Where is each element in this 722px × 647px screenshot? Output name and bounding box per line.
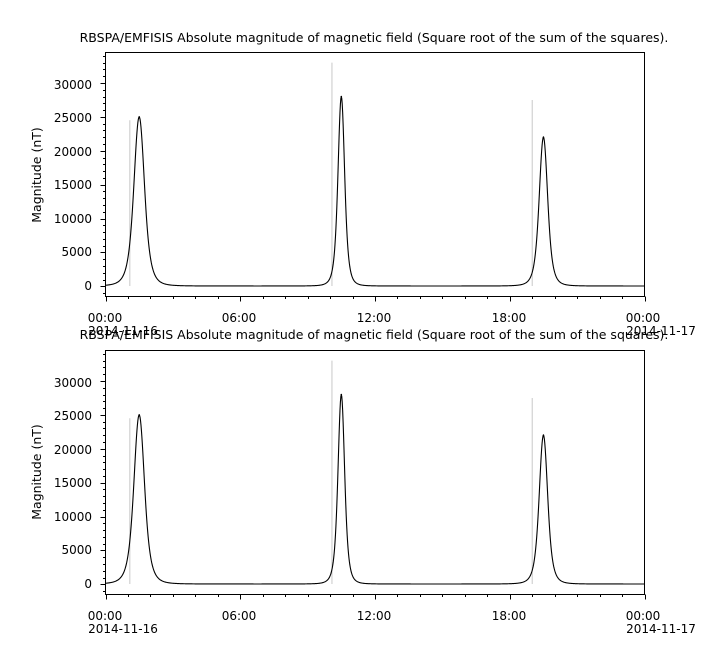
x-date-labels: 2014-11-16 2014-11-17 xyxy=(88,622,696,636)
chart-title: RBSPA/EMFISIS Absolute magnitude of magn… xyxy=(80,30,669,45)
x-date-label: 2014-11-16 xyxy=(88,622,158,636)
x-date-labels: 2014-11-16 2014-11-17 xyxy=(88,324,696,338)
x-date-label: 2014-11-17 xyxy=(626,324,696,338)
y-tick-labels: 0 5000 10000 15000 20000 25000 30000 xyxy=(54,78,92,293)
y-tick-label: 30000 xyxy=(54,376,92,390)
x-tick-label: 18:00 xyxy=(492,311,527,325)
y-tick-label: 10000 xyxy=(54,510,92,524)
y-axis-label: Magnitude (nT) xyxy=(29,127,44,223)
data-point xyxy=(340,95,343,98)
y-tick-labels: 0 5000 10000 15000 20000 25000 30000 xyxy=(54,376,92,591)
y-tick-label: 15000 xyxy=(54,476,92,490)
y-tick-label: 10000 xyxy=(54,212,92,226)
x-tick-labels: 00:00 06:00 12:00 18:00 00:00 xyxy=(88,311,661,325)
x-tick-label: 18:00 xyxy=(492,609,527,623)
y-tick-label: 0 xyxy=(84,577,92,591)
x-tick-label: 06:00 xyxy=(222,609,257,623)
x-tick-label: 00:00 xyxy=(626,609,661,623)
axis-ticks xyxy=(100,354,646,600)
x-tick-labels: 00:00 06:00 12:00 18:00 00:00 xyxy=(88,609,661,623)
x-date-label: 2014-11-16 xyxy=(88,324,158,338)
data-marks xyxy=(105,62,645,287)
y-tick-label: 5000 xyxy=(61,543,92,557)
x-tick-label: 00:00 xyxy=(88,311,123,325)
series-line xyxy=(105,96,645,287)
y-tick-label: 25000 xyxy=(54,111,92,125)
y-tick-label: 5000 xyxy=(61,245,92,259)
y-tick-label: 20000 xyxy=(54,443,92,457)
data-point xyxy=(138,116,140,118)
data-point xyxy=(542,434,545,437)
x-tick-label: 12:00 xyxy=(357,609,392,623)
chart-title: RBSPA/EMFISIS Absolute magnitude of magn… xyxy=(80,327,669,342)
chart-panel-bottom: RBSPA/EMFISIS Absolute magnitude of magn… xyxy=(29,327,696,636)
data-point xyxy=(138,414,140,416)
y-tick-label: 15000 xyxy=(54,178,92,192)
y-tick-label: 25000 xyxy=(54,409,92,423)
data-marks xyxy=(105,360,645,585)
y-tick-label: 30000 xyxy=(54,78,92,92)
y-tick-label: 0 xyxy=(84,279,92,293)
series-line xyxy=(105,394,645,585)
x-tick-label: 00:00 xyxy=(626,311,661,325)
y-axis-label: Magnitude (nT) xyxy=(29,424,44,520)
y-tick-label: 20000 xyxy=(54,145,92,159)
x-tick-label: 06:00 xyxy=(222,311,257,325)
x-tick-label: 12:00 xyxy=(357,311,392,325)
data-point xyxy=(340,393,343,396)
chart-panel-top: RBSPA/EMFISIS Absolute magnitude of magn… xyxy=(29,30,696,338)
data-point xyxy=(542,136,545,139)
axis-ticks xyxy=(100,56,646,302)
x-tick-label: 00:00 xyxy=(88,609,123,623)
x-date-label: 2014-11-17 xyxy=(626,622,696,636)
